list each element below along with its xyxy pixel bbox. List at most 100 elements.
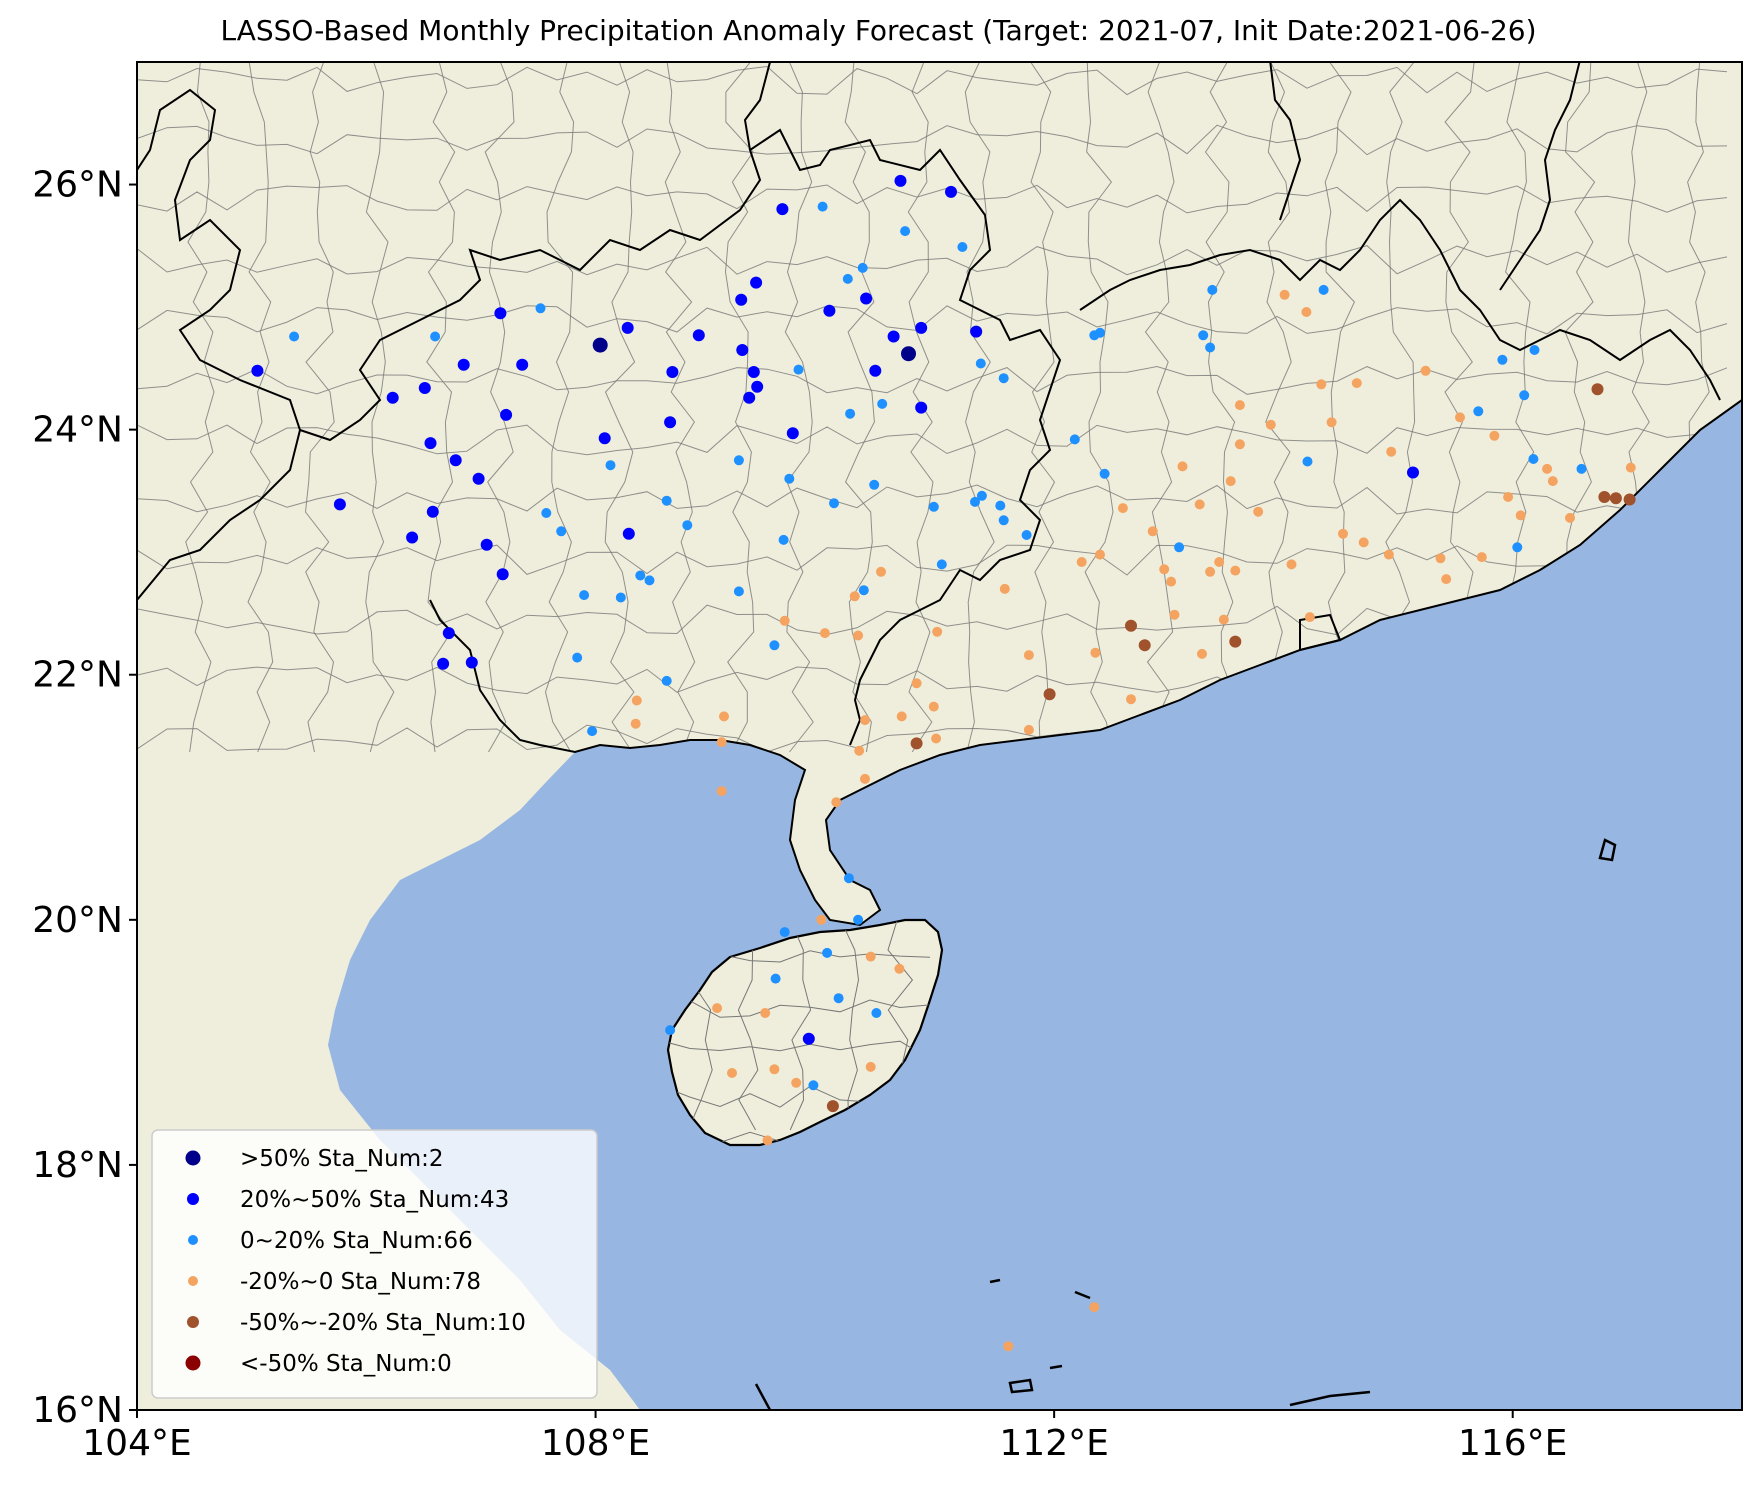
station-marker	[823, 304, 836, 317]
station-marker	[630, 718, 641, 729]
station-marker	[928, 501, 939, 512]
station-marker	[869, 479, 880, 490]
station-marker	[998, 515, 1009, 526]
station-marker	[936, 559, 947, 570]
county-line	[668, 1039, 931, 1060]
county-line	[964, 62, 995, 753]
station-marker	[1407, 466, 1419, 479]
station-marker	[716, 786, 727, 797]
station-marker	[793, 364, 804, 375]
longitude-axis: 104°E 108°E 112°E 116°E	[82, 1410, 1567, 1464]
station-marker	[791, 1077, 802, 1088]
station-marker	[442, 627, 455, 640]
station-marker	[1386, 446, 1397, 457]
county-line	[185, 62, 215, 753]
station-marker	[747, 366, 760, 378]
station-marker	[1301, 307, 1312, 317]
station-marker	[1351, 378, 1362, 389]
station-marker	[1476, 552, 1487, 563]
station-marker	[1473, 406, 1484, 417]
x-tick-label: 104°E	[82, 1423, 191, 1464]
county-line	[1204, 62, 1236, 753]
station-marker	[605, 460, 616, 471]
station-marker	[957, 242, 968, 252]
station-marker	[769, 1064, 780, 1075]
station-marker	[1304, 612, 1315, 623]
station-marker	[945, 185, 957, 198]
station-marker	[430, 331, 441, 342]
station-marker	[1420, 365, 1431, 376]
station-marker	[719, 711, 729, 722]
station-marker	[598, 432, 611, 445]
legend: >50% Sta_Num:2 20%~50% Sta_Num:43 0~20% St…	[151, 1129, 598, 1399]
station-marker	[1316, 379, 1327, 390]
station-marker	[1265, 419, 1276, 430]
station-marker	[894, 963, 905, 974]
legend-marker	[188, 1276, 198, 1286]
county-line	[304, 62, 335, 753]
station-marker	[1286, 559, 1297, 570]
county-line	[247, 62, 274, 753]
station-marker	[622, 527, 635, 540]
station-marker	[1338, 528, 1348, 539]
station-marker	[437, 657, 450, 670]
station-marker	[975, 358, 986, 369]
station-marker	[1021, 530, 1032, 540]
station-marker	[970, 496, 980, 507]
x-tick-label: 116°E	[1458, 1423, 1567, 1464]
station-marker	[1515, 510, 1526, 521]
station-marker	[833, 993, 844, 1004]
station-marker	[1126, 694, 1136, 705]
station-marker	[1441, 574, 1452, 585]
station-marker	[1023, 724, 1034, 735]
station-marker	[865, 951, 876, 962]
map-title: LASSO-Based Monthly Precipitation Anomal…	[220, 14, 1537, 47]
station-marker	[1147, 526, 1158, 537]
station-marker	[1138, 639, 1151, 652]
station-marker	[727, 1068, 737, 1078]
station-marker	[1090, 647, 1101, 658]
station-marker	[665, 1025, 676, 1036]
station-marker	[819, 628, 830, 639]
station-marker	[802, 1032, 815, 1045]
station-marker	[871, 1008, 882, 1018]
legend-marker	[188, 1235, 198, 1245]
station-marker	[1174, 542, 1185, 553]
station-marker	[779, 927, 790, 938]
station-marker	[1529, 345, 1540, 355]
hainan-island	[666, 918, 944, 1147]
station-marker	[1497, 354, 1508, 365]
station-marker	[843, 873, 854, 884]
x-tick-label: 108°E	[541, 1423, 650, 1464]
station-marker	[998, 373, 1009, 384]
legend-label: 20%~50% Sta_Num:43	[240, 1187, 509, 1213]
station-marker	[666, 366, 679, 378]
station-marker	[716, 737, 727, 748]
station-marker	[1205, 566, 1216, 577]
station-marker	[894, 174, 907, 187]
county-line	[1029, 62, 1056, 753]
station-marker	[1207, 284, 1218, 295]
station-marker	[932, 626, 943, 637]
station-marker	[1159, 564, 1170, 575]
station-marker	[762, 1135, 773, 1146]
station-marker	[1528, 454, 1539, 464]
station-marker	[1230, 565, 1241, 576]
station-marker	[1089, 1302, 1100, 1313]
station-marker	[541, 508, 552, 518]
station-marker	[849, 591, 860, 602]
station-marker	[970, 325, 983, 338]
station-marker	[424, 437, 437, 450]
station-marker	[1069, 434, 1080, 445]
station-marker	[1625, 462, 1636, 473]
station-marker	[1623, 493, 1636, 506]
station-marker	[465, 656, 478, 669]
station-marker	[845, 408, 856, 419]
station-marker	[842, 273, 853, 284]
station-marker	[1547, 476, 1558, 487]
station-marker	[496, 568, 509, 581]
south-china-sea-islands	[754, 838, 1617, 1410]
station-marker	[1166, 576, 1177, 587]
station-marker	[853, 914, 864, 925]
